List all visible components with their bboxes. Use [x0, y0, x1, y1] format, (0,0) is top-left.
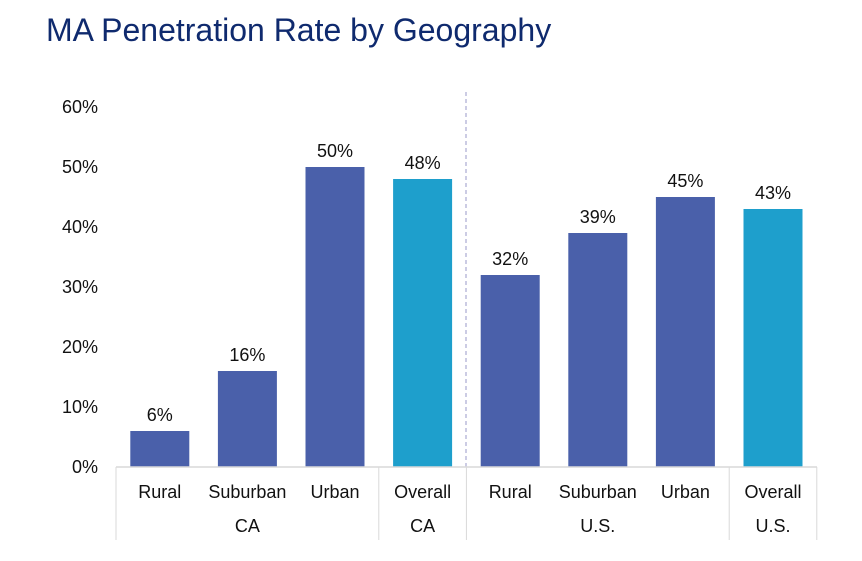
x-tick-label: Rural [489, 482, 532, 502]
y-tick-label: 60% [62, 97, 98, 117]
bar [743, 209, 803, 467]
x-tick-label: Overall [744, 482, 801, 502]
y-tick-label: 10% [62, 397, 98, 417]
group-label: CA [235, 516, 260, 536]
group-label: U.S. [755, 516, 790, 536]
bar [130, 431, 190, 467]
x-tick-label: Overall [394, 482, 451, 502]
data-label: 6% [147, 405, 173, 425]
x-tick-label: Suburban [559, 482, 637, 502]
group-label: CA [410, 516, 435, 536]
bar [305, 167, 365, 467]
data-label: 32% [492, 249, 528, 269]
y-tick-label: 30% [62, 277, 98, 297]
data-label: 39% [580, 207, 616, 227]
chart-title: MA Penetration Rate by Geography [46, 12, 552, 48]
x-tick-label: Suburban [208, 482, 286, 502]
x-tick-label: Urban [661, 482, 710, 502]
group-label: U.S. [580, 516, 615, 536]
y-tick-label: 40% [62, 217, 98, 237]
bar [480, 275, 540, 467]
x-tick-label: Urban [310, 482, 359, 502]
data-label: 48% [405, 153, 441, 173]
y-tick-label: 50% [62, 157, 98, 177]
bar [393, 179, 453, 467]
x-tick-label: Rural [138, 482, 181, 502]
bar [655, 197, 715, 467]
bar [568, 233, 628, 467]
bar [217, 371, 277, 467]
data-label: 50% [317, 141, 353, 161]
data-label: 43% [755, 183, 791, 203]
y-tick-label: 20% [62, 337, 98, 357]
data-label: 45% [667, 171, 703, 191]
y-tick-label: 0% [72, 457, 98, 477]
data-label: 16% [229, 345, 265, 365]
